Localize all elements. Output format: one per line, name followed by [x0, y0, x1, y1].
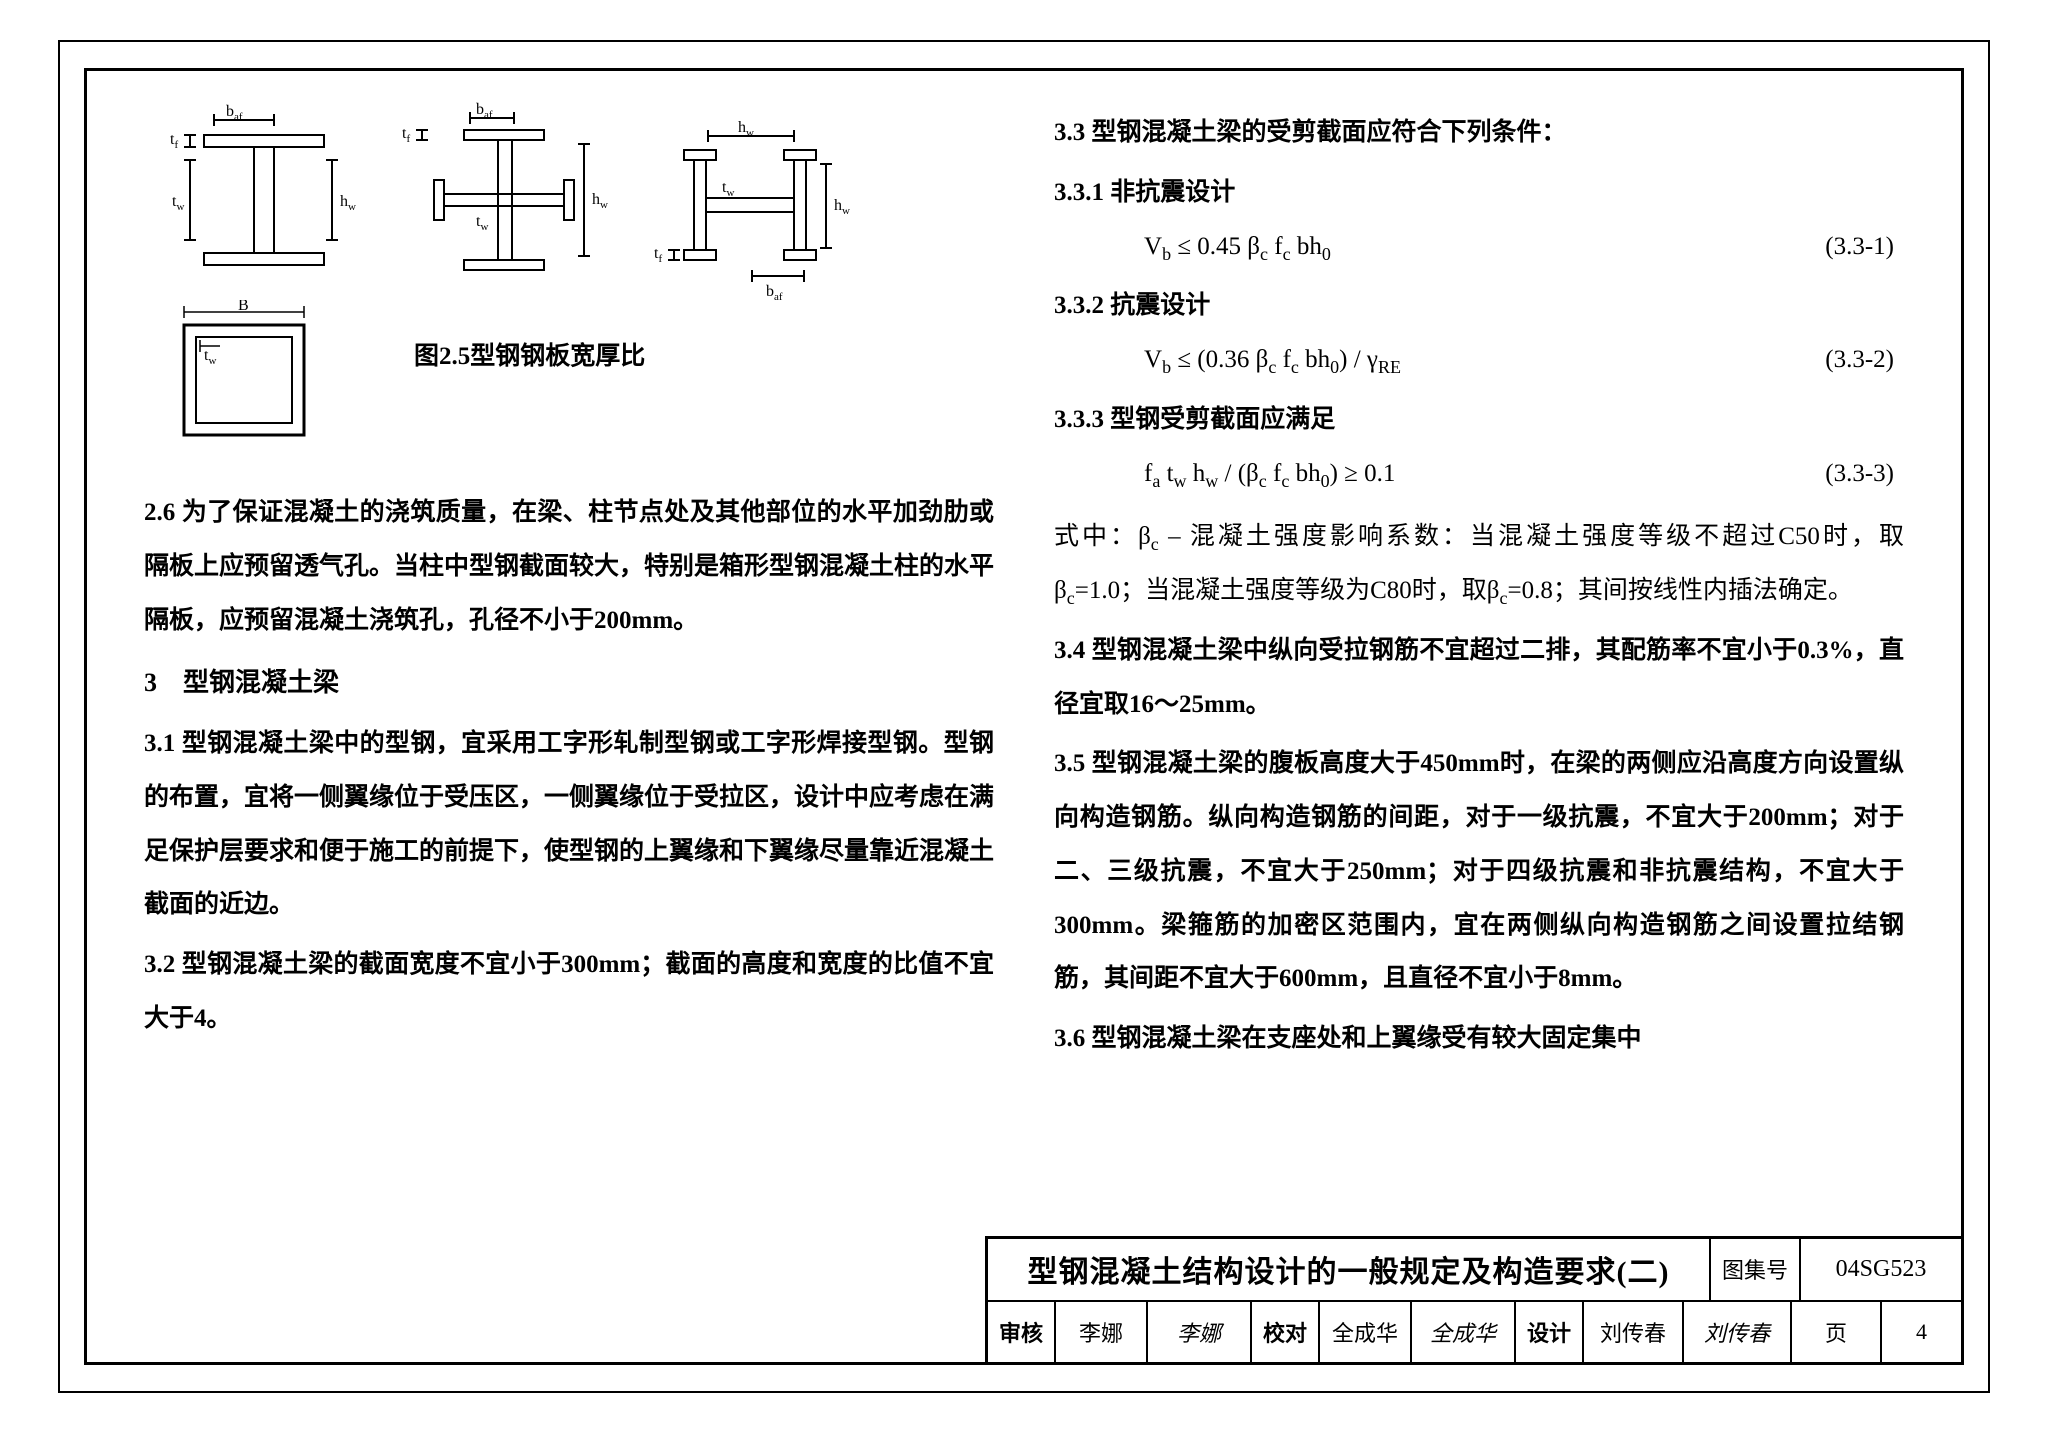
right-column: 3.3 型钢混凝土梁的受剪截面应符合下列条件： 3.3.1 非抗震设计 Vb ≤…	[1044, 100, 1928, 1200]
svg-text:tf: tf	[402, 125, 410, 145]
svg-text:tf: tf	[170, 131, 178, 151]
figure-caption: 图2.5型钢钢板宽厚比	[414, 330, 645, 384]
page-label: 页	[1792, 1302, 1882, 1363]
check-label: 校对	[1252, 1302, 1320, 1363]
svg-text:baf: baf	[766, 283, 783, 303]
review-name: 李娜	[1056, 1302, 1148, 1363]
page-number: 4	[1882, 1302, 1961, 1363]
svg-text:tw: tw	[172, 193, 184, 213]
para-3-3-2: 3.3.2 抗震设计	[1054, 279, 1904, 333]
para-3-4: 3.4 型钢混凝土梁中纵向受拉钢筋不宜超过二排，其配筋率不宜小于0.3%，直径宜…	[1054, 624, 1904, 732]
para-3-1: 3.1 型钢混凝土梁中的型钢，宜采用工字形轧制型钢或工字形焊接型钢。型钢的布置，…	[144, 717, 994, 932]
svg-text:tf: tf	[654, 245, 662, 265]
design-signature: 刘传春	[1684, 1302, 1792, 1363]
svg-text:hw: hw	[340, 193, 356, 213]
svg-text:hw: hw	[592, 191, 608, 211]
para-3-3-1: 3.3.1 非抗震设计	[1054, 166, 1904, 220]
review-label: 审核	[988, 1302, 1056, 1363]
figure-2-5: baf tf tw hw	[144, 100, 994, 420]
review-signature: 李娜	[1148, 1302, 1252, 1363]
check-signature: 全成华	[1412, 1302, 1516, 1363]
svg-text:tw: tw	[204, 347, 216, 367]
para-3-2: 3.2 型钢混凝土梁的截面宽度不宜小于300mm；截面的高度和宽度的比值不宜大于…	[144, 938, 994, 1046]
check-name: 全成华	[1320, 1302, 1412, 1363]
para-2-6: 2.6 为了保证混凝土的浇筑质量，在梁、柱节点处及其他部位的水平加劲肋或隔板上应…	[144, 486, 994, 647]
equation-3-3-2: Vb ≤ (0.36 βc fc bh0) / γRE (3.3-2)	[1054, 333, 1904, 387]
page-content: baf tf tw hw	[120, 100, 1928, 1200]
svg-text:hw: hw	[834, 197, 850, 217]
para-3-3: 3.3 型钢混凝土梁的受剪截面应符合下列条件：	[1054, 106, 1904, 160]
equation-3-3-3: fa tw hw / (βc fc bh0) ≥ 0.1 (3.3-3)	[1054, 447, 1904, 501]
equation-3-3-1: Vb ≤ 0.45 βc fc bh0 (3.3-1)	[1054, 220, 1904, 274]
design-name: 刘传春	[1584, 1302, 1684, 1363]
note-beta-c: 式中：βc – 混凝土强度影响系数：当混凝土强度等级不超过C50时，取βc=1.…	[1054, 510, 1904, 618]
svg-text:B: B	[238, 300, 249, 314]
svg-text:tw: tw	[476, 213, 488, 233]
para-3-6: 3.6 型钢混凝土梁在支座处和上翼缘受有较大固定集中	[1054, 1012, 1904, 1066]
section-3-heading: 3 型钢混凝土梁	[144, 655, 994, 711]
para-3-5: 3.5 型钢混凝土梁的腹板高度大于450mm时，在梁的两侧应沿高度方向设置纵向构…	[1054, 737, 1904, 1006]
design-label: 设计	[1516, 1302, 1584, 1363]
album-label: 图集号	[1711, 1239, 1801, 1300]
para-3-3-3: 3.3.3 型钢受剪截面应满足	[1054, 393, 1904, 447]
title-block: 型钢混凝土结构设计的一般规定及构造要求(二) 图集号 04SG523 审核 李娜…	[985, 1236, 1961, 1362]
album-number: 04SG523	[1801, 1239, 1961, 1300]
left-column: baf tf tw hw	[120, 100, 1004, 1200]
drawing-title: 型钢混凝土结构设计的一般规定及构造要求(二)	[988, 1239, 1711, 1300]
svg-text:tw: tw	[722, 179, 734, 199]
